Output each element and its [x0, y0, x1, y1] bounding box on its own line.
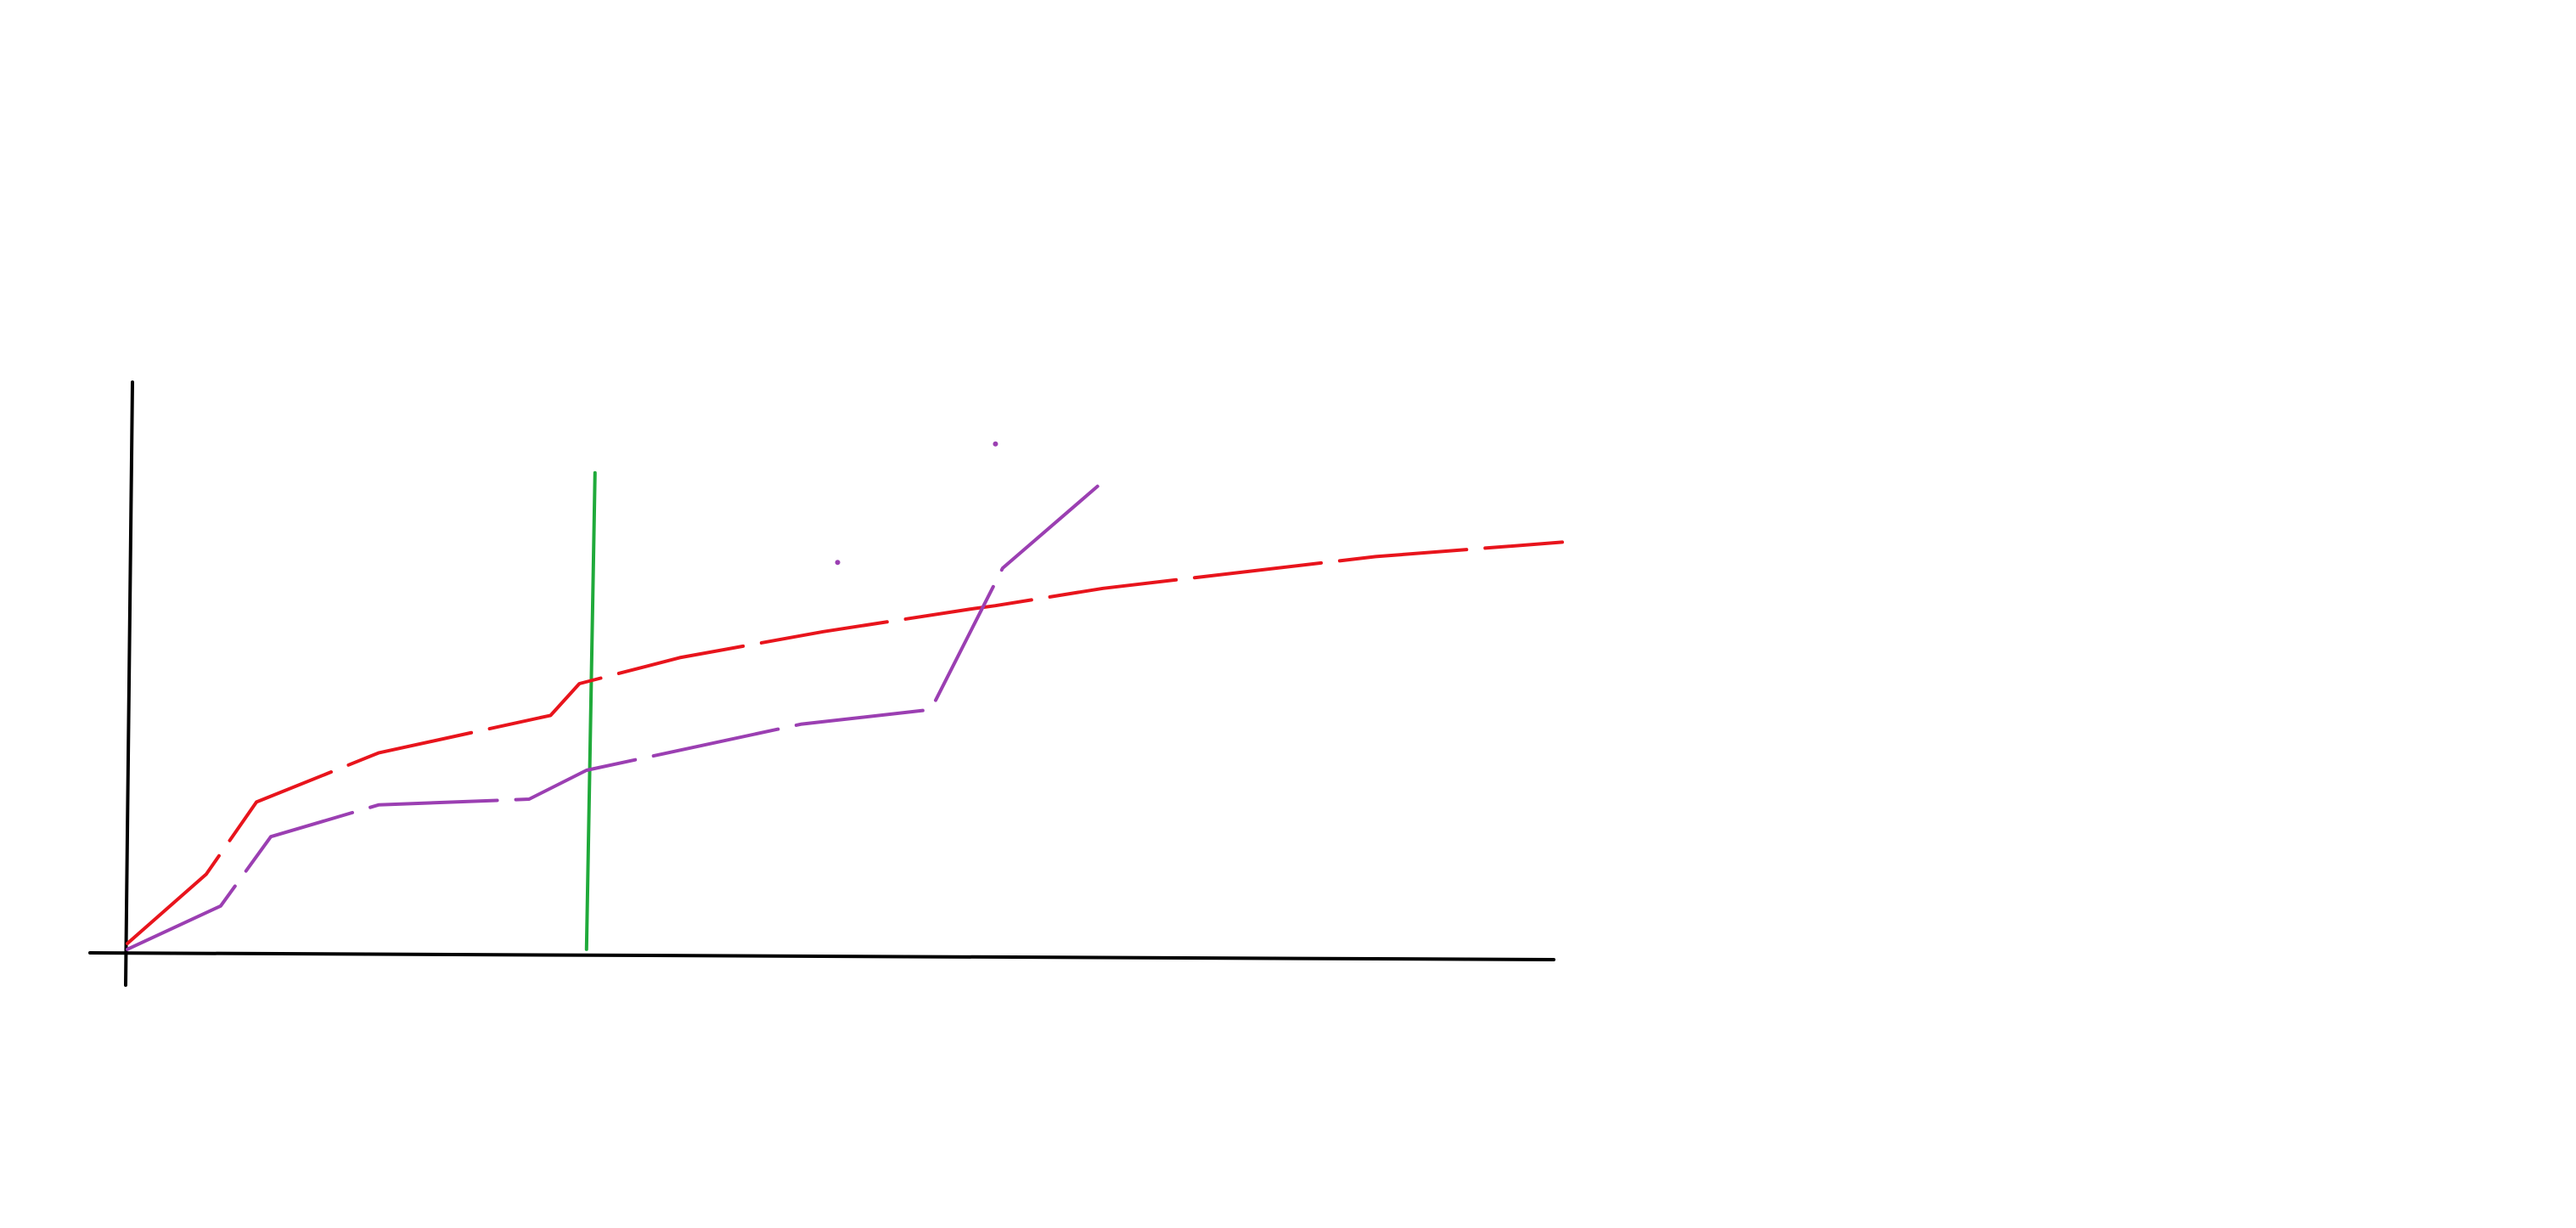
stray-markers: [835, 441, 998, 566]
series-line-1: [126, 540, 1564, 945]
marker-dot-1: [835, 560, 841, 566]
series-lines: [126, 480, 1564, 951]
vertical-line-1: [584, 470, 597, 951]
vertical-lines: [584, 470, 597, 951]
y-axis: [124, 380, 134, 987]
marker-dot-2: [993, 441, 998, 447]
x-axis: [88, 951, 1555, 961]
series-line-2: [126, 480, 1105, 951]
chart-axes: [88, 380, 1555, 987]
